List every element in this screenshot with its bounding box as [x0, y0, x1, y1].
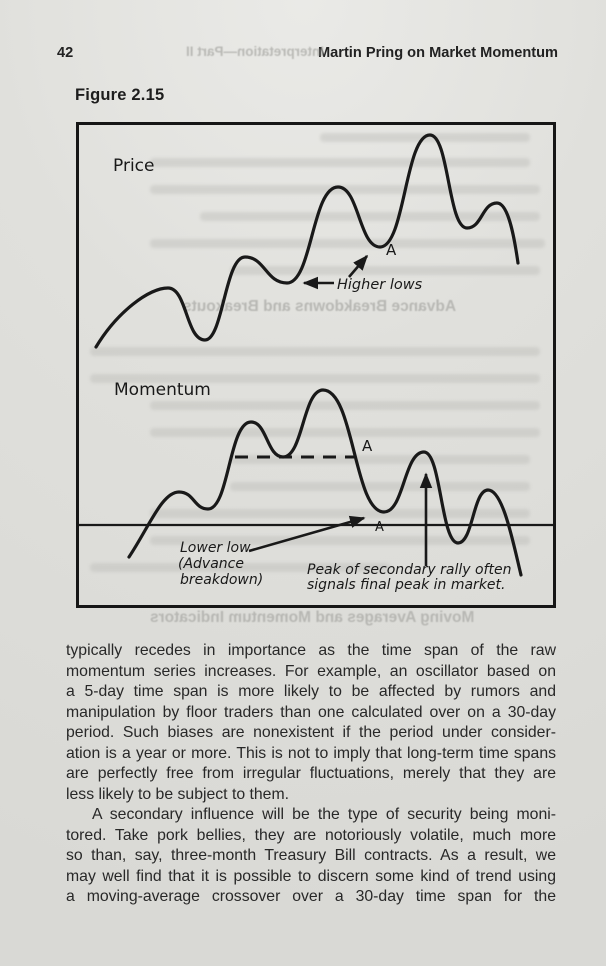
peak-note-label-2: signals final peak in market.	[307, 577, 505, 593]
body-line: A secondary influence will be the type o…	[92, 806, 556, 823]
body-line: may well find that it is possible to dis…	[66, 867, 556, 885]
body-line: typically recedes in importance as the t…	[66, 642, 556, 659]
bleed-line	[90, 374, 540, 383]
bleed-line	[200, 212, 540, 221]
price-curve	[94, 133, 520, 349]
body-line: momentum series increases. For example, …	[66, 662, 556, 680]
point-a-zero: A	[375, 520, 384, 535]
momentum-panel-label: Momentum	[114, 380, 211, 400]
figure-label: Figure 2.15	[75, 86, 165, 104]
bleed-line	[150, 428, 540, 437]
bleed-line	[150, 509, 530, 518]
point-a-price: A	[386, 241, 397, 259]
bleed-line	[230, 266, 540, 275]
bleed-line	[150, 239, 545, 248]
figure-2-15-frame: Price Momentum A A A Higher lows Lower l…	[76, 122, 556, 608]
bleed-line	[230, 455, 530, 464]
bleed-through-header: Interpretation—Part II	[186, 44, 325, 59]
bleed-through-heading: Moving Averages and Momentum Indicators	[150, 609, 475, 626]
momentum-curve	[127, 388, 523, 577]
body-line: less likely to be subject to them.	[66, 785, 290, 803]
body-line: ation is a year or more. This is not to …	[66, 744, 556, 762]
point-a-momentum: A	[362, 437, 373, 455]
body-text: typically recedes in importance as the t…	[66, 641, 556, 908]
peak-note-label-1: Peak of secondary rally often	[307, 562, 511, 578]
lower-low-label-3: breakdown)	[180, 572, 263, 588]
bleed-line	[90, 347, 540, 356]
lower-low-label-2: (Advance	[178, 556, 244, 572]
higher-lows-label: Higher lows	[337, 277, 423, 293]
body-line: period. Such biases are nonexistent if t…	[66, 724, 556, 741]
point-a-price-arrow	[348, 254, 369, 278]
body-line: a moving-average crossover over a 30-day…	[66, 888, 556, 905]
body-line: manipulation by floor traders than one c…	[66, 703, 556, 721]
body-line: tored. Take pork bellies, they are notor…	[66, 826, 556, 844]
bleed-line	[150, 401, 540, 410]
bleed-line	[150, 158, 530, 167]
body-line: are perfectly free from irregular fluctu…	[66, 765, 556, 782]
bleed-line	[230, 482, 530, 491]
price-panel-label: Price	[113, 156, 154, 176]
running-header-title: Martin Pring on Market Momentum	[318, 45, 558, 61]
body-line: a 5-day time span is more likely to be a…	[66, 683, 556, 700]
lower-low-arrow	[248, 515, 366, 553]
body-line: so than, say, three-month Treasury Bill …	[66, 847, 556, 864]
bleed-line	[150, 536, 530, 545]
lower-low-label-1: Lower low	[180, 540, 251, 556]
figure-2-15-diagram: Price Momentum A A A Higher lows Lower l…	[79, 133, 553, 593]
bleed-line	[90, 563, 390, 572]
running-header-row: 42 Martin Pring on Market Momentum	[57, 45, 558, 63]
page-number: 42	[57, 45, 74, 61]
